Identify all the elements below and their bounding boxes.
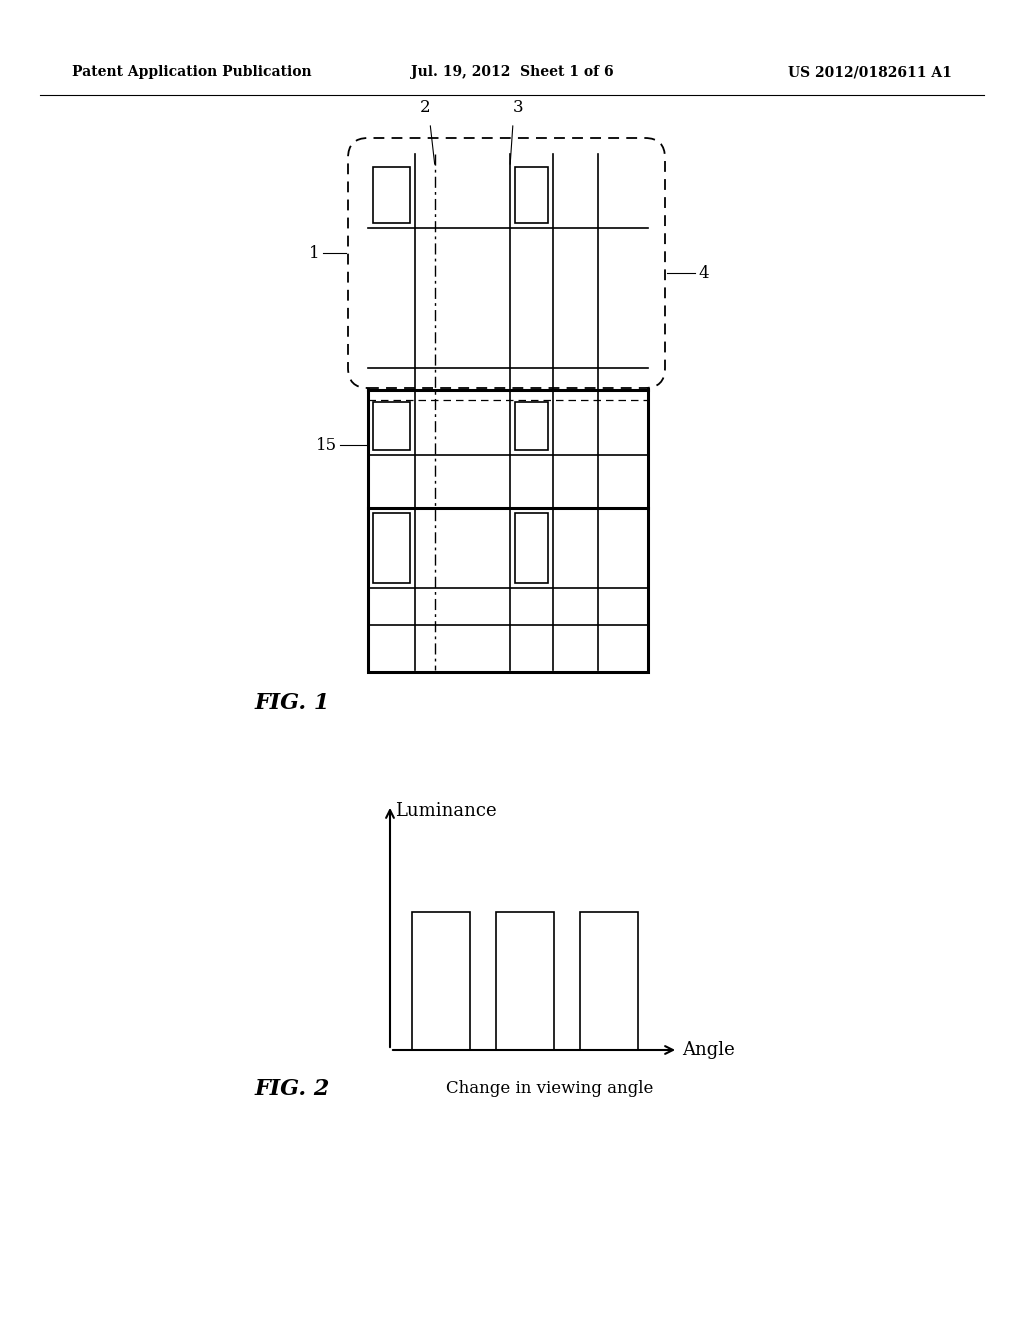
Text: 2: 2 xyxy=(420,99,430,116)
Text: 1: 1 xyxy=(309,244,319,261)
Bar xyxy=(515,513,548,583)
Text: Patent Application Publication: Patent Application Publication xyxy=(72,65,311,79)
Text: Change in viewing angle: Change in viewing angle xyxy=(446,1080,653,1097)
Bar xyxy=(368,152,648,672)
Text: Jul. 19, 2012  Sheet 1 of 6: Jul. 19, 2012 Sheet 1 of 6 xyxy=(411,65,613,79)
Bar xyxy=(515,403,548,450)
Text: Luminance: Luminance xyxy=(395,803,497,820)
Bar xyxy=(373,513,410,583)
Bar xyxy=(412,912,470,1049)
Bar xyxy=(373,403,410,450)
FancyBboxPatch shape xyxy=(348,139,665,388)
Text: FIG. 2: FIG. 2 xyxy=(255,1078,331,1100)
Text: Angle: Angle xyxy=(682,1041,735,1059)
Text: US 2012/0182611 A1: US 2012/0182611 A1 xyxy=(788,65,952,79)
Text: 3: 3 xyxy=(513,99,523,116)
Bar xyxy=(373,168,410,223)
Bar xyxy=(515,168,548,223)
Text: 15: 15 xyxy=(315,437,337,454)
Text: 4: 4 xyxy=(698,264,709,281)
Text: FIG. 1: FIG. 1 xyxy=(255,692,331,714)
Bar xyxy=(580,912,638,1049)
Bar xyxy=(496,912,554,1049)
